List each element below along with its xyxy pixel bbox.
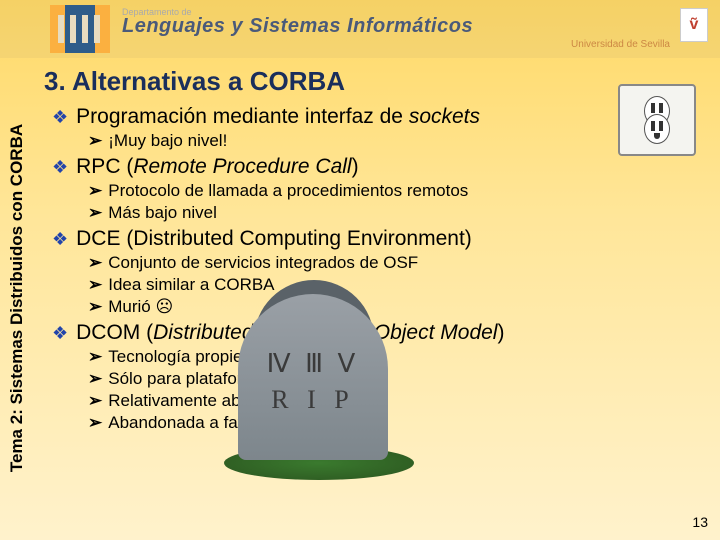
text: Conjunto de servicios integrados de OSF	[108, 253, 418, 272]
arrow-icon: ➢	[88, 391, 102, 410]
outlet-plate	[618, 84, 696, 156]
text: RPC (	[76, 155, 133, 178]
text: Protocolo de llamada a procedimientos re…	[108, 181, 468, 200]
text: Murió ☹	[108, 297, 173, 316]
tombstone-icon: Ⅳ Ⅲ Ⅴ R I P	[234, 280, 404, 480]
diamond-icon: ❖	[52, 229, 68, 250]
sidebar-label: Tema 2: Sistemas Distribuidos con CORBA	[7, 124, 27, 472]
power-outlet-icon	[612, 78, 702, 162]
outlet-socket	[644, 114, 670, 144]
bullet-rpc: ❖ RPC (Remote Procedure Call)	[52, 155, 708, 179]
page-number: 13	[692, 514, 708, 530]
arrow-icon: ➢	[88, 203, 102, 222]
arrow-icon: ➢	[88, 369, 102, 388]
text: Programación mediante interfaz de	[76, 105, 409, 128]
bullet-dce: ❖ DCE (Distributed Computing Environment)	[52, 227, 708, 251]
arrow-icon: ➢	[88, 413, 102, 432]
dept-logo-icon	[50, 5, 110, 53]
university-logo-icon: ṽ	[680, 8, 708, 42]
bullet-sockets: ❖ Programación mediante interfaz de socke…	[52, 105, 708, 129]
sidebar: Tema 2: Sistemas Distribuidos con CORBA	[2, 60, 32, 536]
text: )	[352, 155, 359, 178]
header-text-block: Departamento de Lenguajes y Sistemas Inf…	[118, 5, 720, 53]
diamond-icon: ❖	[52, 107, 68, 128]
arrow-icon: ➢	[88, 131, 102, 150]
diamond-icon: ❖	[52, 157, 68, 178]
text: )	[497, 321, 504, 344]
header-title: Lenguajes y Sistemas Informáticos	[122, 15, 473, 38]
slide: Departamento de Lenguajes y Sistemas Inf…	[0, 0, 720, 540]
arrow-icon: ➢	[88, 253, 102, 272]
tombstone-rip: R I P	[271, 385, 354, 415]
header: Departamento de Lenguajes y Sistemas Inf…	[0, 0, 720, 58]
subbullet: ➢ Protocolo de llamada a procedimientos r…	[88, 181, 708, 201]
arrow-icon: ➢	[88, 275, 102, 294]
arrow-icon: ➢	[88, 181, 102, 200]
tombstone-roman: Ⅳ Ⅲ Ⅴ	[267, 349, 360, 379]
subbullet: ➢ Más bajo nivel	[88, 203, 708, 223]
arrow-icon: ➢	[88, 347, 102, 366]
text: DCE (Distributed Computing Environment)	[76, 227, 472, 250]
text: Más bajo nivel	[108, 203, 217, 222]
text: ¡Muy bajo nivel!	[108, 131, 227, 150]
tombstone-front: Ⅳ Ⅲ Ⅴ R I P	[238, 294, 388, 460]
header-university: Universidad de Sevilla	[571, 39, 670, 50]
text-em: sockets	[409, 105, 480, 128]
text-em: Remote Procedure Call	[133, 155, 351, 178]
text: DCOM (	[76, 321, 153, 344]
subbullet: ➢ Conjunto de servicios integrados de OSF	[88, 253, 708, 273]
slide-title: 3. Alternativas a CORBA	[44, 66, 708, 97]
diamond-icon: ❖	[52, 323, 68, 344]
arrow-icon: ➢	[88, 297, 102, 316]
